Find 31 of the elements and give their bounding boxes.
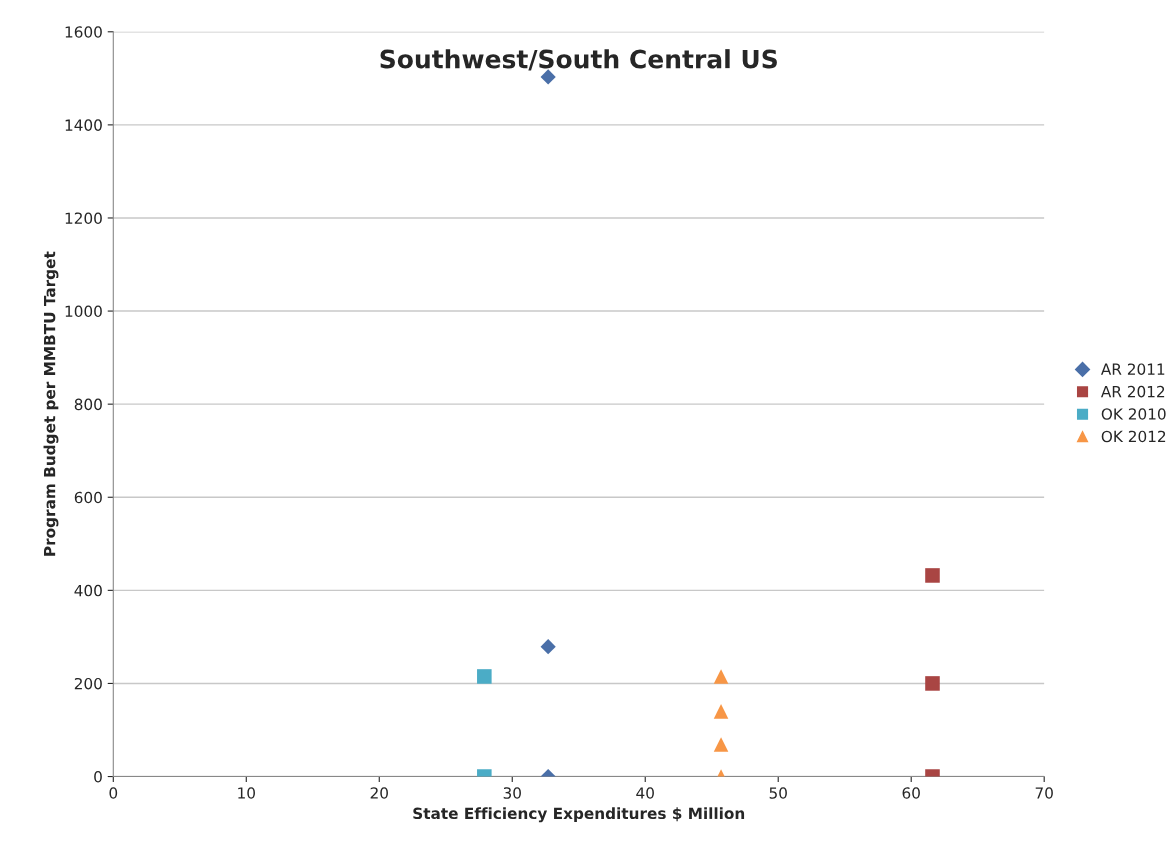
legend-label: AR 2012 <box>1100 385 1165 398</box>
point <box>925 676 940 691</box>
legend-label: OK 2012 <box>1101 430 1166 443</box>
y-tick-label: 1000 <box>65 305 102 318</box>
y-axis-title: Program Budget per MMBTU Target <box>43 251 59 556</box>
x-tick-label: 0 <box>109 787 118 799</box>
x-tick-label: 10 <box>238 787 255 799</box>
point <box>925 568 940 583</box>
x-axis-title: State Efficiency Expenditures $ Million <box>413 807 745 823</box>
point <box>713 704 729 719</box>
x-tick-label: 60 <box>902 787 920 799</box>
y-tick-label: 800 <box>74 398 102 411</box>
point <box>713 669 729 684</box>
y-tick-label: 200 <box>74 677 102 690</box>
y-tick-label: 600 <box>74 491 102 504</box>
x-tick-label: 20 <box>370 787 388 799</box>
point <box>477 669 492 684</box>
y-tick-label: 1200 <box>65 212 102 224</box>
legend-label: AR 2011 <box>1100 363 1165 375</box>
y-tick-label: 1400 <box>65 119 102 131</box>
legend-label: OK 2010 <box>1101 408 1166 420</box>
text: Southwest/South Central US <box>380 49 777 71</box>
x-tick-label: 30 <box>503 787 521 799</box>
y-tick-label: 1600 <box>65 26 102 38</box>
x-tick-label: 70 <box>1035 787 1053 799</box>
point <box>713 737 729 752</box>
x-tick-label: 40 <box>636 787 654 799</box>
y-tick-label: 400 <box>74 584 102 597</box>
y-tick-label: 0 <box>94 771 102 783</box>
x-tick-label: 50 <box>769 787 787 799</box>
point <box>540 639 556 655</box>
